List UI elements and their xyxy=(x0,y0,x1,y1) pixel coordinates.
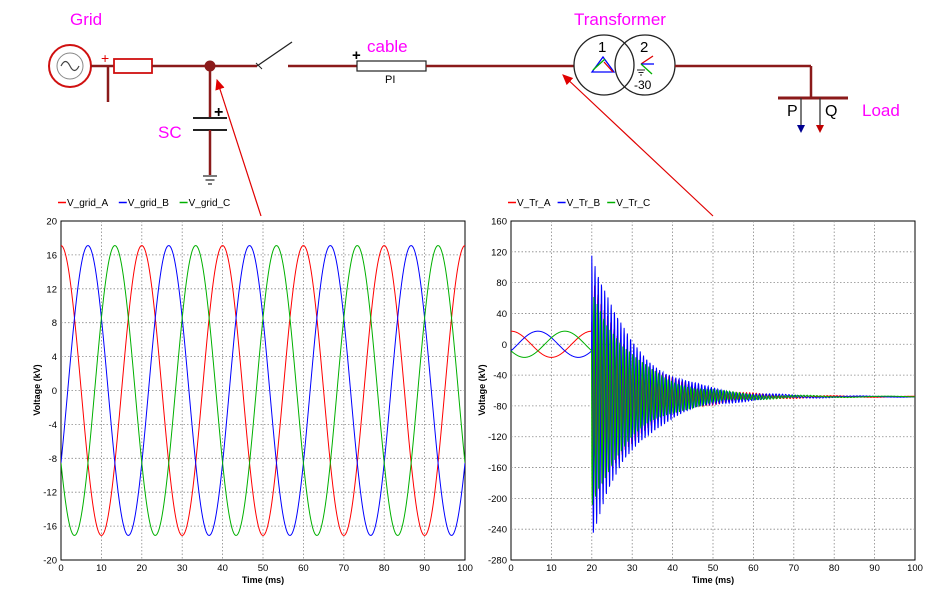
x-tick-label: 30 xyxy=(177,563,188,574)
legend-entry: V_grid_A xyxy=(67,198,108,209)
y-axis-label: Voltage (kV) xyxy=(32,364,42,415)
legend-entry: V_grid_C xyxy=(189,198,231,209)
x-tick-label: 50 xyxy=(258,563,269,574)
y-tick-label: 12 xyxy=(46,284,57,295)
y-tick-label: -40 xyxy=(493,371,507,382)
load-label: Load xyxy=(862,101,900,120)
gridlines xyxy=(61,221,465,560)
switch xyxy=(256,41,293,67)
y-tick-label: 8 xyxy=(52,318,57,329)
x-tick-label: 10 xyxy=(546,563,557,574)
legend: V_grid_A V_grid_B V_grid_C xyxy=(58,198,230,209)
y-tick-label: -120 xyxy=(488,432,507,443)
y-tick-label: 20 xyxy=(46,217,57,228)
x-tick-label: 0 xyxy=(508,563,513,574)
switch-contact xyxy=(255,62,263,70)
x-tick-label: 90 xyxy=(419,563,430,574)
legend-entry: V_Tr_C xyxy=(616,198,650,209)
cable-label: cable xyxy=(367,37,408,56)
x-tick-labels: 0 10 20 30 40 50 60 70 80 90 100 xyxy=(58,563,473,574)
y-tick-label: -80 xyxy=(493,401,507,412)
x-tick-label: 80 xyxy=(829,563,840,574)
pointer-arrow-transformer xyxy=(562,74,714,217)
x-tick-label: 60 xyxy=(298,563,309,574)
x-tick-label: 10 xyxy=(96,563,107,574)
y-tick-label: -16 xyxy=(43,522,57,533)
y-tick-label: 4 xyxy=(52,352,57,363)
series-line-V_Tr_C xyxy=(511,296,915,505)
transformer-icon xyxy=(573,34,676,96)
legend: V_Tr_A V_Tr_B V_Tr_C xyxy=(508,198,650,209)
phase-shift-label: -30 xyxy=(634,78,652,92)
x-tick-label: 60 xyxy=(748,563,759,574)
y-tick-label: -200 xyxy=(488,494,507,505)
legend-entry: V_Tr_A xyxy=(517,198,551,209)
y-axis-label: Voltage (kV) xyxy=(477,364,487,415)
cable-plus-sign: + xyxy=(352,47,361,64)
y-tick-label: -240 xyxy=(488,525,507,536)
x-tick-label: 70 xyxy=(339,563,350,574)
ground-icon xyxy=(203,175,217,185)
x-axis-label: Time (ms) xyxy=(242,575,284,585)
circuit-diagram: Grid + + SC + cable PI xyxy=(48,10,900,217)
grid-label: Grid xyxy=(70,10,102,29)
y-tick-label: -8 xyxy=(49,454,57,465)
x-axis-label: Time (ms) xyxy=(692,575,734,585)
y-tick-labels: -20 -16 -12 -8 -4 0 4 8 12 16 20 xyxy=(43,217,57,567)
y-tick-label: -160 xyxy=(488,463,507,474)
series-line-V_Tr_B xyxy=(511,255,915,533)
p-label: P xyxy=(787,103,798,120)
y-tick-labels: -280 -240 -200 -160 -120 -80 -40 0 40 80 120 160 xyxy=(488,217,507,567)
chart-grid-voltage: V_grid_A V_grid_B V_grid_C -20 -16 -12 -8 -4 0 4… xyxy=(32,198,473,585)
x-tick-label: 100 xyxy=(907,563,923,574)
winding2-label: 2 xyxy=(640,39,648,56)
resistor xyxy=(113,58,153,74)
legend-entry: V_Tr_B xyxy=(567,198,601,209)
pointer-arrow-grid xyxy=(215,78,262,217)
source-plus-sign: + xyxy=(101,50,109,66)
q-arrow-head xyxy=(816,125,824,133)
q-label: Q xyxy=(825,103,837,120)
x-tick-label: 30 xyxy=(627,563,638,574)
x-tick-labels: 0 10 20 30 40 50 60 70 80 90 100 xyxy=(508,563,923,574)
series-line-V_grid_C xyxy=(61,245,465,536)
series-group xyxy=(61,245,465,536)
series-group xyxy=(511,255,915,533)
legend-entry: V_grid_B xyxy=(128,198,169,209)
sc-label: SC xyxy=(158,123,182,142)
y-tick-label: 80 xyxy=(496,278,507,289)
y-tick-label: -280 xyxy=(488,556,507,567)
cable-block xyxy=(356,60,427,72)
y-tick-label: 0 xyxy=(502,340,507,351)
x-tick-label: 20 xyxy=(137,563,148,574)
x-tick-label: 100 xyxy=(457,563,473,574)
x-tick-label: 70 xyxy=(789,563,800,574)
y-tick-label: 120 xyxy=(491,247,507,258)
p-arrow-head xyxy=(797,125,805,133)
y-tick-label: 40 xyxy=(496,309,507,320)
pi-label: PI xyxy=(385,74,395,86)
y-tick-label: -20 xyxy=(43,556,57,567)
x-tick-label: 80 xyxy=(379,563,390,574)
x-tick-label: 0 xyxy=(58,563,63,574)
winding1-label: 1 xyxy=(598,39,606,56)
capacitor-plus-sign: + xyxy=(214,104,223,121)
x-tick-label: 50 xyxy=(708,563,719,574)
ac-source-icon xyxy=(48,44,92,88)
y-tick-label: 16 xyxy=(46,250,57,261)
x-tick-label: 40 xyxy=(217,563,228,574)
y-tick-label: 160 xyxy=(491,217,507,228)
x-tick-label: 90 xyxy=(869,563,880,574)
chart-transformer-voltage: V_Tr_A V_Tr_B V_Tr_C -280-240-200-160-120-… xyxy=(477,198,923,585)
transformer-label: Transformer xyxy=(574,10,666,29)
y-tick-label: 0 xyxy=(52,386,57,397)
y-tick-label: -4 xyxy=(49,420,57,431)
x-tick-label: 40 xyxy=(667,563,678,574)
y-tick-label: -12 xyxy=(43,488,57,499)
x-tick-label: 20 xyxy=(587,563,598,574)
